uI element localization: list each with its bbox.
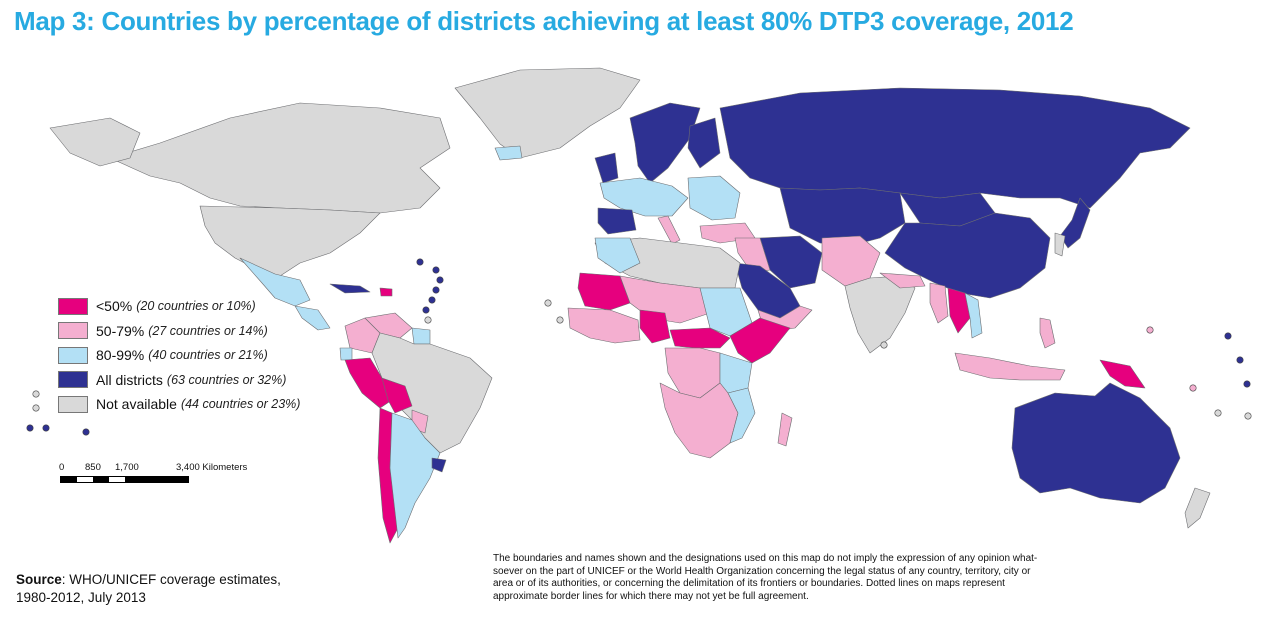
country-new-zealand <box>1184 487 1211 529</box>
country-madagascar <box>777 412 793 447</box>
legend-label: Not available <box>96 396 177 413</box>
legend-count: (63 countries or 32%) <box>166 372 287 387</box>
legend-item-na: Not available (44 countries or 23%) <box>58 392 300 417</box>
country-cuba <box>329 283 371 294</box>
legend-item-lt50: <50% (20 countries or 10%) <box>58 294 300 319</box>
disclaimer-note: The boundaries and names shown and the d… <box>493 553 1038 602</box>
country-papua-new-guinea <box>1099 359 1146 389</box>
country-venezuela <box>364 312 413 339</box>
country-bolivia <box>381 377 413 414</box>
country-argentina <box>389 412 441 539</box>
island-east-pacific-island-5 <box>26 424 34 432</box>
island-east-pacific-island-1 <box>32 390 40 398</box>
legend-swatch-c50_79 <box>58 322 88 340</box>
country-western-europe <box>599 177 689 217</box>
country-iceland <box>494 145 523 161</box>
legend-swatch-lt50 <box>58 297 88 315</box>
map-legend: <50% (20 countries or 10%) 50-79% (27 count… <box>58 294 300 417</box>
island-pacific-island-4 <box>1189 384 1197 392</box>
legend-label: <50% <box>96 298 133 315</box>
island-east-pacific-island-4 <box>82 428 90 436</box>
country-nigeria <box>639 309 671 344</box>
island-east-pacific-island-2 <box>32 404 40 412</box>
legend-label: 80-99% <box>96 347 145 364</box>
island-caribbean-island-7 <box>424 316 432 324</box>
island-pacific-island-7 <box>1214 409 1222 417</box>
island-caribbean-island-5 <box>428 296 436 304</box>
source-note: Source: WHO/UNICEF coverage estimates, 1… <box>16 571 281 607</box>
scale-label-1700: 1,700 <box>115 462 139 473</box>
island-caribbean-island-4 <box>432 286 440 294</box>
country-vietnam <box>964 292 983 339</box>
country-uruguay <box>431 457 447 473</box>
legend-count: (27 countries or 14%) <box>148 323 268 338</box>
world-map <box>26 67 1252 544</box>
source-label: Source <box>16 572 62 587</box>
island-pacific-island-2 <box>1224 332 1232 340</box>
country-mozambique-tanzania <box>727 387 756 444</box>
country-central-america <box>294 305 331 331</box>
country-morocco-algeria <box>594 237 641 274</box>
island-atlantic-island <box>544 299 552 307</box>
legend-swatch-na <box>58 395 88 413</box>
country-philippines <box>1039 317 1056 349</box>
island-east-pacific-island-3 <box>42 424 50 432</box>
legend-label: 50-79% <box>96 322 145 339</box>
island-caribbean-island-1 <box>416 258 424 266</box>
country-central-african-republic <box>669 327 731 349</box>
island-pacific-island-1 <box>1146 326 1154 334</box>
island-cape-verde <box>556 316 564 324</box>
country-kazakhstan-central-asia <box>779 187 906 247</box>
island-caribbean-island-3 <box>436 276 444 284</box>
country-uk-ireland <box>594 152 619 184</box>
country-italy <box>657 215 681 245</box>
island-indian-ocean-island <box>880 341 888 349</box>
source-text: : WHO/UNICEF coverage estimates, <box>61 572 281 587</box>
country-myanmar <box>929 282 949 324</box>
country-guianas <box>411 327 431 345</box>
country-ecuador <box>339 347 353 361</box>
legend-count: (20 countries or 10%) <box>136 299 256 314</box>
island-pacific-island-5 <box>1243 380 1251 388</box>
country-peru <box>344 357 393 409</box>
country-eastern-europe <box>687 175 741 221</box>
island-caribbean-island-6 <box>422 306 430 314</box>
scale-label-3400: 3,400 Kilometers <box>176 462 248 473</box>
country-mexico <box>239 257 311 307</box>
country-nepal-bangladesh <box>879 272 926 289</box>
country-indonesia <box>954 352 1066 381</box>
country-thailand-laos <box>947 287 971 334</box>
country-norway-sweden <box>629 102 701 184</box>
island-pacific-island-3 <box>1236 356 1244 364</box>
country-alaska <box>49 117 141 167</box>
scale-label-0: 0 <box>59 462 65 473</box>
country-ethiopia-somalia <box>729 317 791 364</box>
country-china <box>884 212 1051 299</box>
legend-swatch-c80_99 <box>58 346 88 364</box>
legend-item-all: All districts (63 countries or 32%) <box>58 368 300 393</box>
map-title: Map 3: Countries by percentage of distri… <box>14 6 1074 36</box>
legend-count: (44 countries or 23%) <box>180 397 301 412</box>
scale-label-850: 850 <box>85 462 101 473</box>
country-korea <box>1054 232 1066 257</box>
country-australia <box>1011 382 1181 504</box>
country-greenland <box>454 67 641 159</box>
island-caribbean-island-2 <box>432 266 440 274</box>
legend-count: (40 countries or 21%) <box>148 348 268 363</box>
legend-label: All districts <box>96 371 163 388</box>
source-text-line2: 1980-2012, July 2013 <box>16 590 146 605</box>
legend-swatch-all <box>58 371 88 389</box>
legend-item-c80_99: 80-99% (40 countries or 21%) <box>58 343 300 368</box>
country-iberia <box>597 207 637 235</box>
legend-item-c50_79: 50-79% (27 countries or 14%) <box>58 319 300 344</box>
country-haiti <box>379 287 393 297</box>
island-pacific-island-6 <box>1244 412 1252 420</box>
country-canada <box>109 102 451 214</box>
country-japan <box>1059 197 1091 249</box>
scale-bar-graphic <box>60 476 189 483</box>
country-finland <box>687 117 721 169</box>
country-usa <box>199 205 381 277</box>
country-west-africa <box>567 307 641 344</box>
